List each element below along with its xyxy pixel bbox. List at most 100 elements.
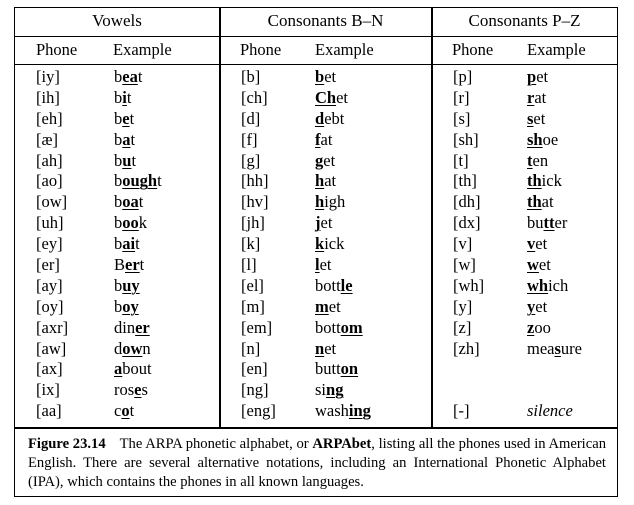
example-text: ich [548,275,569,295]
divider [220,64,431,65]
example-highlight: w [527,255,539,275]
example-cell: about [114,359,152,379]
divider [15,64,219,65]
example-highlight: n [315,338,325,358]
example-highlight: s [527,108,534,128]
example-cell: kick [315,234,344,254]
example-text: b [114,108,123,128]
phone-cell: [ix] [36,380,60,400]
example-text: din [114,317,136,337]
phone-cell: [sh] [453,129,479,149]
example-text: et [538,255,551,275]
example-cell: met [315,297,341,317]
example-cell: sing [315,380,343,400]
table-row: [ix] roses [15,380,219,401]
phone-cell: [g] [241,150,261,170]
table-row: [ax] about [15,359,219,380]
example-cell: yet [527,297,547,317]
table-row: [eh] bet [15,109,219,130]
phone-cell: [eng] [241,401,276,421]
example-cell: set [527,109,545,129]
phone-cell: [y] [453,296,473,316]
table-row [432,380,617,401]
example-cell: get [315,151,335,171]
phone-cell: [dx] [453,213,481,233]
phone-cell: [ey] [36,234,63,254]
example-highlight: oa [122,192,139,212]
phone-header: Phone [240,40,282,59]
divider [432,64,617,65]
table-row: [aa] cot [15,401,219,422]
example-text: ick [541,171,562,191]
table-row: [ch] Chet [220,88,431,109]
example-text: wash [315,401,349,421]
example-cell: bought [114,171,162,191]
example-text: at [534,87,547,107]
example-highlight: h [315,192,325,212]
section-title: Vowels [92,11,142,30]
example-cell: butter [527,213,567,233]
example-highlight: e [122,108,130,128]
phone-cell: [m] [241,296,265,316]
example-highlight: ough [122,171,158,191]
table-row: [jh] jet [220,213,431,234]
figure-caption: Figure 23.14 The ARPA phonetic alphabet, … [28,435,606,492]
table-row: [th] thick [432,171,617,192]
table-row: [hh] hat [220,171,431,192]
example-text: b [114,150,123,170]
example-text: t [137,67,143,86]
table-row: [d] debt [220,109,431,130]
example-highlight: ea [122,67,138,86]
example-highlight: t [527,150,533,170]
example-cell: measure [527,339,582,359]
table-row: [ah] but [15,151,219,172]
example-text: c [114,401,122,421]
example-cell: fat [315,130,332,150]
table-row: [ih] bit [15,88,219,109]
example-cell: which [527,276,568,296]
example-text: b [114,192,123,212]
example-cell: Chet [315,88,348,108]
phone-cell: [r] [453,87,470,107]
example-highlight: oy [122,296,139,316]
example-highlight: f [315,129,321,149]
example-text: t [131,150,137,170]
example-cell: zoo [527,318,551,338]
phone-cell: [z] [453,317,472,337]
example-text: en [532,150,549,170]
phone-header: Phone [452,40,494,59]
table-row: [ey] bait [15,234,219,255]
example-text: b [114,296,123,316]
example-text: B [114,255,126,275]
example-cell: let [315,255,332,275]
phone-cell: [f] [241,129,258,149]
example-cell: buy [114,276,140,296]
phone-cell: [hh] [241,171,269,191]
example-text: oe [542,129,559,149]
table-row: [t] ten [432,151,617,172]
example-text: si [315,380,327,400]
example-text: t [126,87,132,107]
table-row: [m] met [220,297,431,318]
example-highlight: oo [122,213,139,233]
example-text: et [323,150,336,170]
example-text: et [324,67,337,86]
table-row: [p] pet [432,67,617,88]
phone-cell: [ih] [36,87,60,107]
divider [15,36,219,37]
example-highlight: e [134,380,142,400]
phone-cell: [aw] [36,338,67,358]
phone-cell: [eh] [36,108,63,128]
phone-cell: [axr] [36,317,69,337]
phone-cell: [æ] [36,129,58,149]
example-cell: wet [527,255,551,275]
example-cell: debt [315,109,344,129]
example-header: Example [113,40,172,59]
example-header: Example [315,40,374,59]
figure-number: Figure 23.14 [28,436,106,452]
example-cell: thick [527,171,562,191]
example-highlight: sh [527,129,543,149]
example-highlight: r [527,87,535,107]
phone-cell: [k] [241,234,261,254]
column-divider [431,8,433,427]
